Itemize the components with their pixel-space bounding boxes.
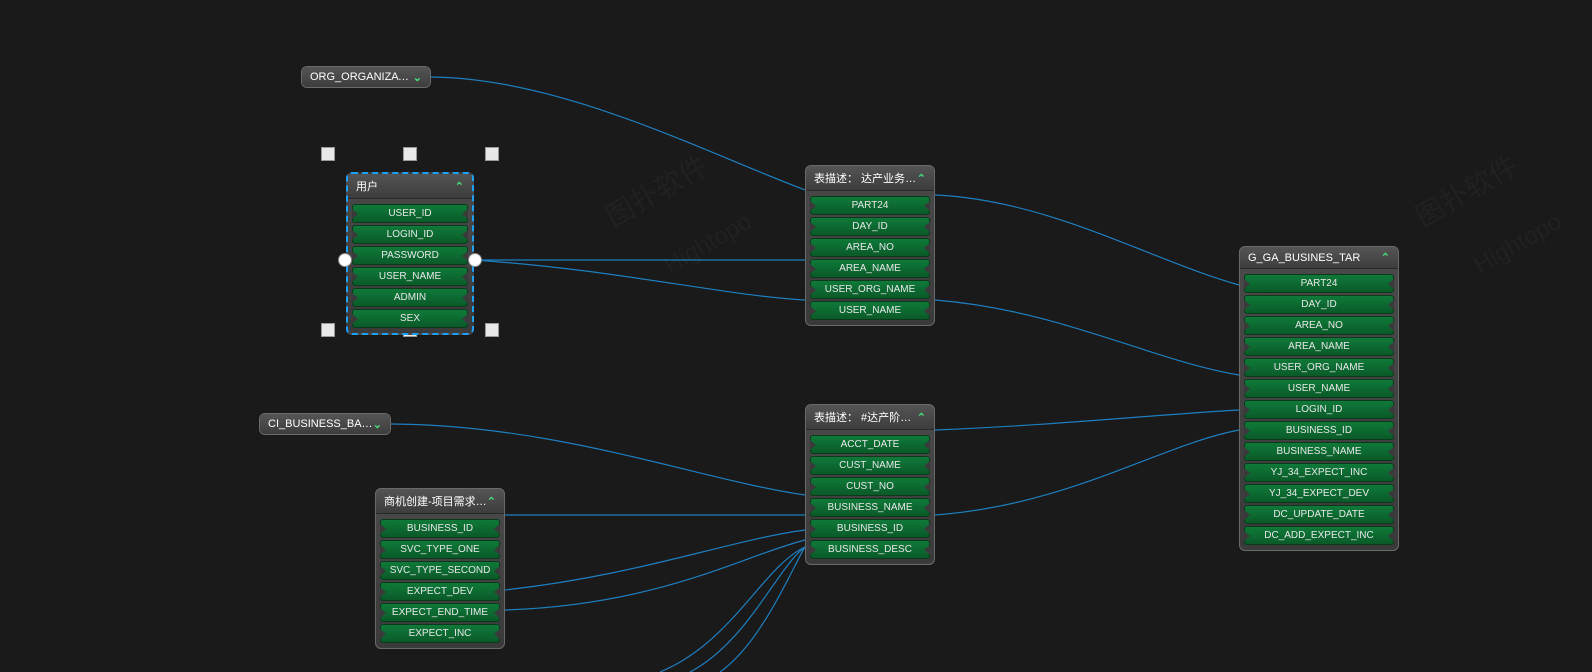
field-user_name[interactable]: USER_NAME — [352, 267, 468, 286]
node-fields: ACCT_DATE CUST_NAME CUST_NO BUSINESS_NAME BU… — [806, 430, 934, 564]
watermark-en-2: Hightopo — [1469, 208, 1566, 280]
field-part24[interactable]: PART24 — [1244, 274, 1394, 293]
port-left[interactable] — [338, 253, 352, 267]
field-acct_date[interactable]: ACCT_DATE — [810, 435, 930, 454]
field-part24[interactable]: PART24 — [810, 196, 930, 215]
node-desc2[interactable]: 表描述： #达产阶段清..⌃ ACCT_DATE CUST_NAME CUST_NO… — [805, 404, 935, 565]
field-cust_no[interactable]: CUST_NO — [810, 477, 930, 496]
diagram-canvas[interactable]: 图扑软件 Hightopo 图扑软件 Hightopo ORG_ORGANIZA… — [0, 0, 1592, 672]
field-area_name[interactable]: AREA_NAME — [1244, 337, 1394, 356]
field-svc_type_one[interactable]: SVC_TYPE_ONE — [380, 540, 500, 559]
node-title: ORG_ORGANIZATI… — [310, 71, 413, 83]
chevron-up-icon[interactable]: ⌃ — [487, 495, 496, 508]
resize-handle-n[interactable] — [403, 147, 417, 161]
field-day_id[interactable]: DAY_ID — [810, 217, 930, 236]
field-business_name[interactable]: BUSINESS_NAME — [1244, 442, 1394, 461]
field-day_id[interactable]: DAY_ID — [1244, 295, 1394, 314]
field-user_org_name[interactable]: USER_ORG_NAME — [1244, 358, 1394, 377]
node-title: 表描述： #达产阶段清.. — [814, 409, 917, 425]
field-area_no[interactable]: AREA_NO — [1244, 316, 1394, 335]
field-expect_end_time[interactable]: EXPECT_END_TIME — [380, 603, 500, 622]
chevron-down-icon[interactable]: ⌄ — [413, 71, 422, 84]
port-right[interactable] — [468, 253, 482, 267]
chevron-up-icon[interactable]: ⌃ — [455, 180, 464, 193]
chevron-up-icon[interactable]: ⌃ — [1381, 251, 1390, 264]
resize-handle-nw[interactable] — [321, 147, 335, 161]
resize-handle-ne[interactable] — [485, 147, 499, 161]
field-user_name[interactable]: USER_NAME — [810, 301, 930, 320]
field-area_no[interactable]: AREA_NO — [810, 238, 930, 257]
chevron-up-icon[interactable]: ⌃ — [917, 411, 926, 424]
node-target[interactable]: G_GA_BUSINES_TAR ⌃ PART24 DAY_ID AREA_NO ARE… — [1239, 246, 1399, 551]
node-fields: PART24 DAY_ID AREA_NO AREA_NAME USER_ORG_NAM… — [806, 191, 934, 325]
node-title: G_GA_BUSINES_TAR — [1248, 252, 1360, 264]
chevron-down-icon[interactable]: ⌄ — [373, 418, 382, 431]
resize-handle-sw[interactable] — [321, 323, 335, 337]
field-yj_34_expect_inc[interactable]: YJ_34_EXPECT_INC — [1244, 463, 1394, 482]
node-fields: PART24 DAY_ID AREA_NO AREA_NAME USER_ORG_NAM… — [1240, 269, 1398, 550]
field-login_id[interactable]: LOGIN_ID — [1244, 400, 1394, 419]
node-user[interactable]: 用户 ⌃ USER_ID LOGIN_ID PASSWORD USER_NAME ADMI… — [346, 172, 474, 335]
node-title: 表描述： 达产业务量.. — [814, 170, 917, 186]
node-title: 用户 — [356, 178, 378, 194]
field-area_name[interactable]: AREA_NAME — [810, 259, 930, 278]
node-biz-create[interactable]: 商机创建-项目需求信..⌃ BUSINESS_ID SVC_TYPE_ONE SVC… — [375, 488, 505, 649]
field-dc_add_expect_inc[interactable]: DC_ADD_EXPECT_INC — [1244, 526, 1394, 545]
field-admin[interactable]: ADMIN — [352, 288, 468, 307]
chevron-up-icon[interactable]: ⌃ — [917, 172, 926, 185]
node-fields: USER_ID LOGIN_ID PASSWORD USER_NAME ADMIN SEX — [348, 199, 472, 333]
node-ci-business-bas[interactable]: CI_BUSINESS_BAS..⌄ — [259, 413, 391, 435]
watermark-cn: 图扑软件 — [598, 145, 715, 236]
node-desc1[interactable]: 表描述： 达产业务量..⌃ PART24 DAY_ID AREA_NO AREA_NA… — [805, 165, 935, 326]
field-password[interactable]: PASSWORD — [352, 246, 468, 265]
node-org-organization[interactable]: ORG_ORGANIZATI…⌄ — [301, 66, 431, 88]
field-dc_update_date[interactable]: DC_UPDATE_DATE — [1244, 505, 1394, 524]
field-sex[interactable]: SEX — [352, 309, 468, 328]
resize-handle-se[interactable] — [485, 323, 499, 337]
field-business_id[interactable]: BUSINESS_ID — [380, 519, 500, 538]
field-cust_name[interactable]: CUST_NAME — [810, 456, 930, 475]
node-title: CI_BUSINESS_BAS.. — [268, 418, 373, 430]
field-expect_dev[interactable]: EXPECT_DEV — [380, 582, 500, 601]
field-expect_inc[interactable]: EXPECT_INC — [380, 624, 500, 643]
field-business_id[interactable]: BUSINESS_ID — [810, 519, 930, 538]
field-svc_type_second[interactable]: SVC_TYPE_SECOND — [380, 561, 500, 580]
field-yj_34_expect_dev[interactable]: YJ_34_EXPECT_DEV — [1244, 484, 1394, 503]
watermark-en: Hightopo — [659, 208, 756, 280]
field-user_name[interactable]: USER_NAME — [1244, 379, 1394, 398]
field-user_org_name[interactable]: USER_ORG_NAME — [810, 280, 930, 299]
field-business_desc[interactable]: BUSINESS_DESC — [810, 540, 930, 559]
field-business_name[interactable]: BUSINESS_NAME — [810, 498, 930, 517]
watermark-cn-2: 图扑软件 — [1408, 145, 1525, 236]
node-title: 商机创建-项目需求信.. — [384, 493, 487, 509]
field-login_id[interactable]: LOGIN_ID — [352, 225, 468, 244]
field-user_id[interactable]: USER_ID — [352, 204, 468, 223]
field-business_id[interactable]: BUSINESS_ID — [1244, 421, 1394, 440]
node-fields: BUSINESS_ID SVC_TYPE_ONE SVC_TYPE_SECOND EX… — [376, 514, 504, 648]
